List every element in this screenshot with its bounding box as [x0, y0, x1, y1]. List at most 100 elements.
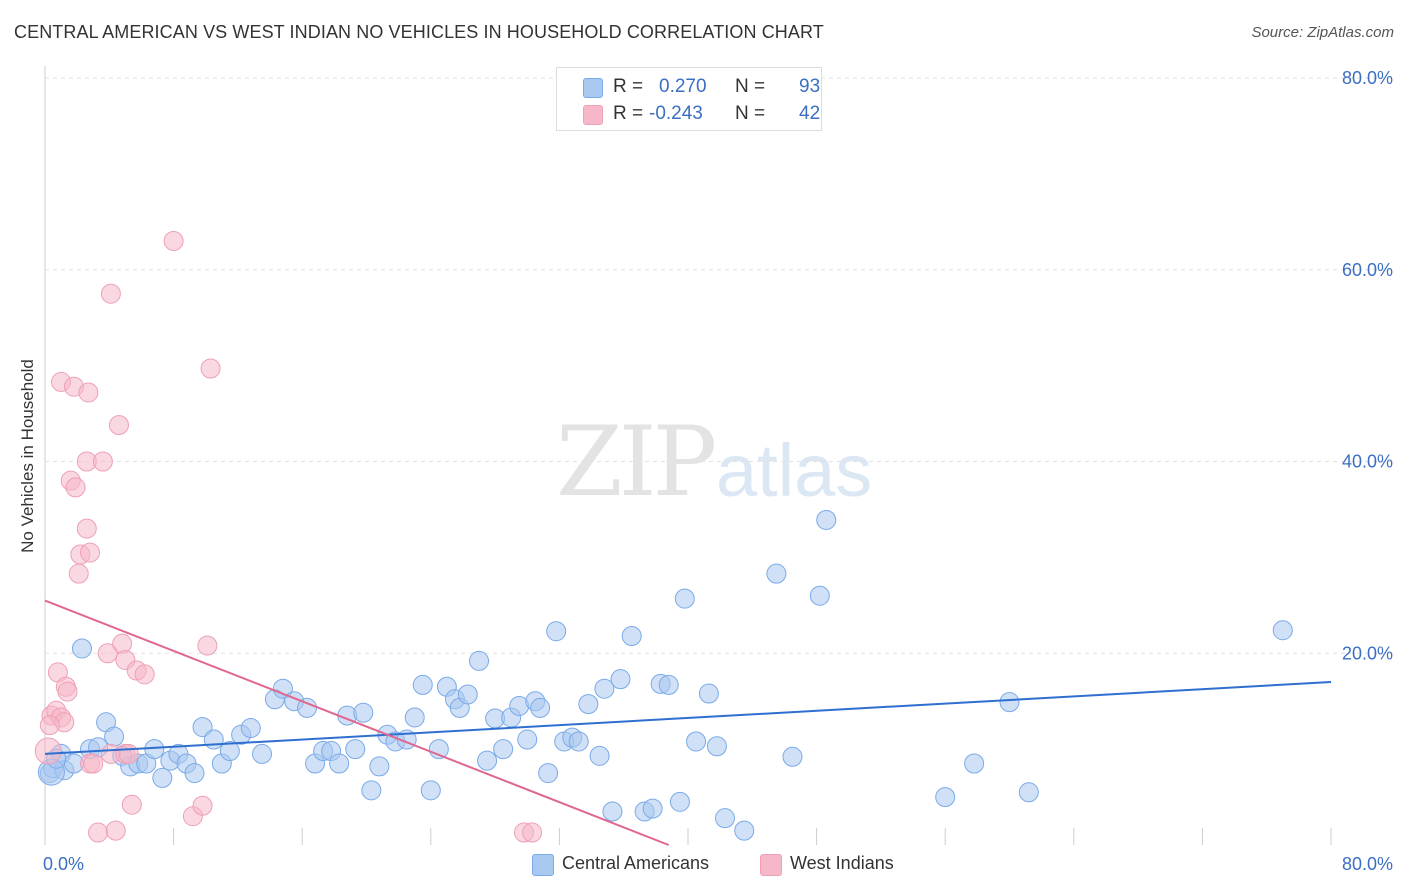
r-value: 0.270: [659, 76, 707, 97]
central-americans-point: [361, 780, 382, 801]
central-americans-point: [71, 638, 92, 659]
central-americans-point: [1272, 620, 1293, 641]
central-americans-point: [964, 753, 985, 774]
central-americans-point: [203, 729, 224, 750]
central-americans-point: [240, 718, 261, 739]
central-americans-point: [457, 684, 478, 705]
west-indians-point: [121, 794, 142, 815]
west-indians-point: [88, 822, 109, 843]
central-americans-point: [369, 756, 390, 777]
central-americans-point: [658, 674, 679, 695]
n-label: N =: [735, 103, 766, 124]
central-americans-point: [621, 625, 642, 646]
central-americans-point: [714, 808, 735, 829]
central-americans-point: [816, 509, 837, 530]
central-americans-point: [530, 697, 551, 718]
r-label: R =: [613, 76, 644, 97]
west-indians-point: [105, 820, 126, 841]
central-americans-point: [192, 717, 213, 738]
y-tick-label: 80.0%: [1342, 68, 1393, 88]
central-americans-point: [1018, 782, 1039, 803]
west-indians-point: [76, 518, 97, 539]
west-indians-point: [80, 542, 101, 563]
west-indians-point: [65, 477, 86, 498]
west-indians-point: [34, 737, 62, 765]
central-americans-point: [345, 739, 366, 760]
west-indians-point: [522, 822, 543, 843]
central-americans-point: [610, 669, 631, 690]
central-americans-point: [734, 820, 755, 841]
central-americans-point: [602, 801, 623, 822]
legend-label: West Indians: [790, 853, 894, 873]
central-americans-point: [686, 731, 707, 752]
central-americans-point: [493, 739, 514, 760]
x-tick-label: 80.0%: [1342, 854, 1393, 874]
central-americans-point: [329, 753, 350, 774]
west-indians-point: [57, 681, 78, 702]
central-americans-point: [272, 678, 293, 699]
central-americans-point: [999, 692, 1020, 713]
legend-swatch-pink: [583, 105, 603, 125]
west-indians-point: [39, 715, 60, 736]
legend-swatch-blue: [583, 78, 603, 98]
central-americans-point: [184, 763, 205, 784]
central-americans-point: [353, 702, 374, 723]
central-americans-point: [517, 729, 538, 750]
central-americans-point: [469, 650, 490, 671]
central-americans-point: [706, 736, 727, 757]
west-indians-point: [92, 451, 113, 472]
central-americans-trend-line: [44, 681, 1332, 755]
central-americans-point: [420, 780, 441, 801]
central-americans-point: [589, 745, 610, 766]
central-americans-point: [594, 678, 615, 699]
central-americans-point: [546, 621, 567, 642]
central-americans-point: [404, 707, 425, 728]
y-tick-label: 40.0%: [1342, 452, 1393, 472]
central-americans-point: [219, 741, 240, 762]
central-americans-point: [642, 798, 663, 819]
y-tick-label: 60.0%: [1342, 260, 1393, 280]
central-americans-point: [252, 743, 273, 764]
west-indians-trend-line: [44, 599, 670, 846]
x-tick-label: 0.0%: [43, 854, 84, 874]
n-value: 42: [799, 103, 821, 124]
west-indians-point: [200, 358, 221, 379]
central-americans-point: [698, 683, 719, 704]
central-americans-point: [538, 763, 559, 784]
source-label: Source: ZipAtlas.com: [1251, 24, 1394, 41]
central-americans-point: [412, 674, 433, 695]
n-label: N =: [735, 76, 766, 97]
central-americans-point: [766, 563, 787, 584]
central-americans-point: [935, 787, 956, 808]
chart-title: CENTRAL AMERICAN VS WEST INDIAN NO VEHIC…: [14, 22, 824, 42]
west-indians-point: [118, 743, 139, 764]
r-value: -0.243: [649, 103, 703, 124]
correlation-legend: R = 0.270 N = 93 R = -0.243 N = 42: [556, 67, 822, 131]
n-value: 93: [799, 76, 821, 97]
r-label: R =: [613, 103, 644, 124]
central-americans-point: [578, 694, 599, 715]
central-americans-point: [669, 791, 690, 812]
legend-label: Central Americans: [562, 853, 710, 873]
west-indians-point: [68, 563, 89, 584]
west-indians-point: [97, 643, 118, 664]
central-americans-point: [809, 585, 830, 606]
west-indians-point: [134, 664, 155, 685]
central-americans-point: [152, 767, 173, 788]
west-indians-point: [163, 230, 184, 251]
central-americans-point: [568, 731, 589, 752]
watermark-atlas: atlas: [716, 429, 873, 512]
west-indians-point: [192, 795, 213, 816]
central-americans-point: [674, 588, 695, 609]
west-indians-point: [78, 382, 99, 403]
legend-swatch-blue: [532, 854, 554, 876]
central-americans-point: [782, 746, 803, 767]
west-indians-point: [112, 633, 133, 654]
west-indians-point: [100, 283, 121, 304]
legend-swatch-pink: [760, 854, 782, 876]
west-indians-point: [197, 635, 218, 656]
central-americans-point: [104, 726, 125, 747]
west-indians-point: [108, 415, 129, 436]
central-americans-point: [477, 750, 498, 771]
